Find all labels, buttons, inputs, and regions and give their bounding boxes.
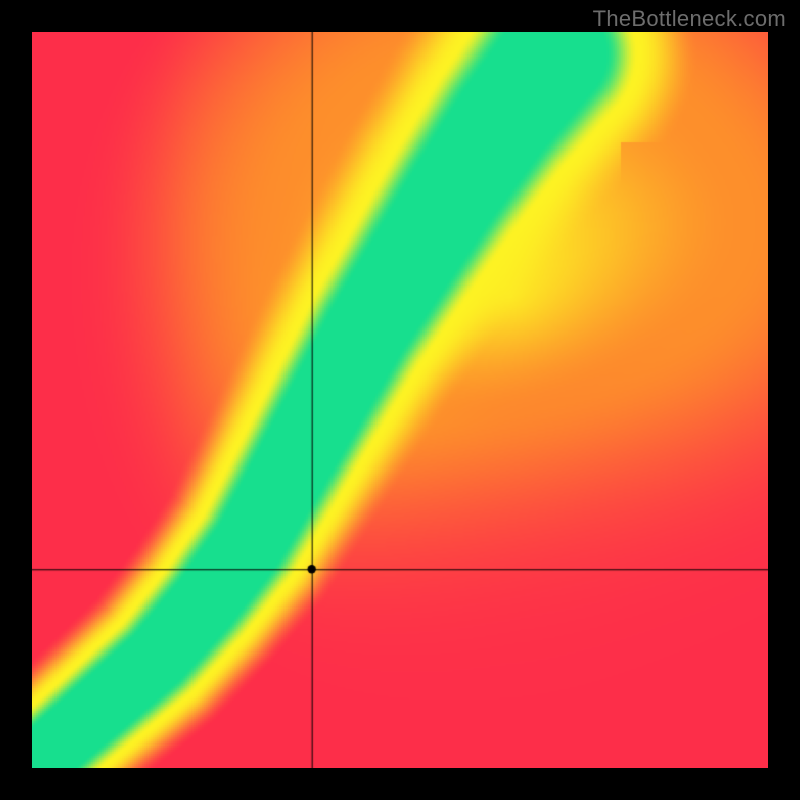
chart-container: TheBottleneck.com	[0, 0, 800, 800]
watermark-text: TheBottleneck.com	[593, 6, 786, 32]
heatmap-canvas	[32, 32, 768, 768]
heatmap-plot	[32, 32, 768, 768]
